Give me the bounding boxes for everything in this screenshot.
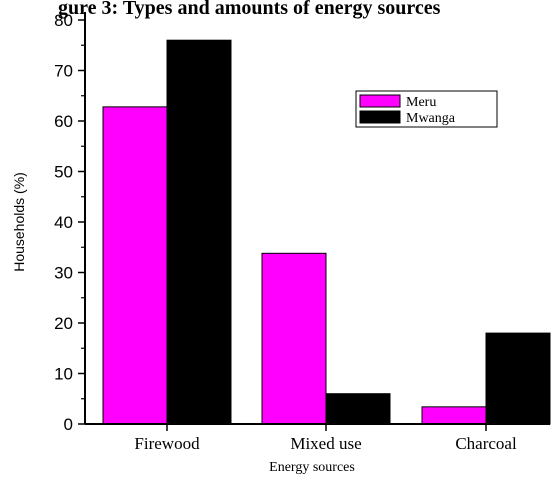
y-tick-label: 70 (54, 62, 73, 81)
y-tick-label: 40 (54, 213, 73, 232)
y-tick-label: 10 (54, 365, 73, 384)
y-tick-label: 50 (54, 163, 73, 182)
y-tick-label: 30 (54, 264, 73, 283)
axes-group (84, 12, 550, 425)
bars-group (102, 39, 551, 425)
y-ticks-group: 0 10 20 30 40 50 60 70 80 (54, 11, 85, 434)
x-tick-label: Charcoal (455, 434, 517, 453)
x-tick-label: Mixed use (290, 434, 361, 453)
bar-mwanga-firewood (166, 39, 232, 425)
legend-label-mwanga: Mwanga (406, 111, 456, 126)
y-tick-label: 80 (54, 11, 73, 30)
bar-meru-mixed-use (261, 252, 327, 425)
bar-mwanga-charcoal (485, 332, 551, 425)
x-tick-label: Firewood (134, 434, 200, 453)
legend-swatch-meru (359, 94, 401, 108)
y-tick-label: 60 (54, 112, 73, 131)
chart-title: gure 3: Types and amounts of energy sour… (58, 0, 441, 19)
bar-meru-firewood (102, 106, 168, 425)
y-tick-label: 20 (54, 314, 73, 333)
legend-label-meru: Meru (406, 95, 436, 110)
bar-meru-charcoal (421, 406, 487, 425)
x-ticks-group: Firewood Mixed use Charcoal (134, 424, 517, 453)
y-tick-label: 0 (64, 415, 73, 434)
x-axis-title: Energy sources (269, 460, 355, 475)
legend-swatch-mwanga (359, 110, 401, 124)
y-axis-title: Households (%) (11, 172, 27, 272)
bar-mwanga-mixed-use (325, 393, 391, 425)
